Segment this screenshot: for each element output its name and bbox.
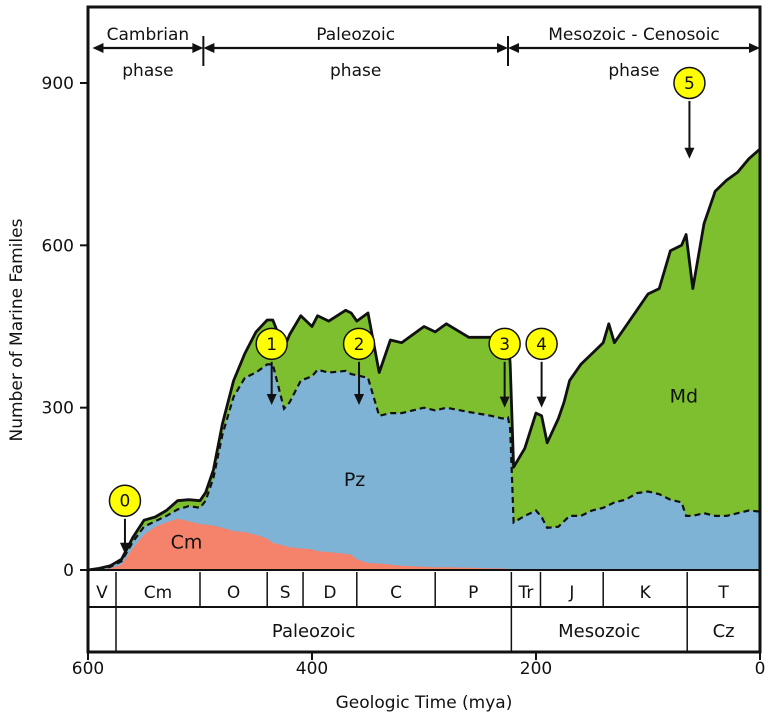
extinction-marker-0: 0: [108, 484, 142, 554]
period-label: S: [280, 583, 291, 603]
x-tick-label: 400: [296, 659, 328, 679]
phase-name: Cambrian: [107, 25, 190, 45]
period-rows: V Cm O S D C P Tr J K T Paleozoic Mesozoic Cz: [88, 572, 760, 652]
marker-label: 5: [684, 74, 695, 94]
plot-frame: [86, 5, 762, 654]
marker-circle: [525, 327, 558, 361]
x-axis-title: Geologic Time (mya): [336, 693, 513, 713]
y-axis-title: Number of Marine Familes: [7, 218, 27, 441]
area-cm: [88, 518, 760, 570]
x-tick-label: 600: [72, 659, 104, 679]
x-tick-label: 200: [520, 659, 552, 679]
period-label: K: [640, 583, 652, 603]
marker-label: 2: [354, 335, 365, 355]
marker-circle: [108, 484, 142, 517]
phase-arrowhead-left: [508, 43, 519, 53]
phase-sub: phase: [608, 61, 659, 81]
marker-label: 4: [536, 335, 547, 355]
y-tick-label: 600: [42, 236, 74, 256]
era-label: Mesozoic: [558, 621, 640, 642]
marker-arrowhead: [536, 396, 547, 408]
phase-2: Paleozoic phase: [203, 25, 508, 81]
phase-arrowhead-right: [497, 43, 508, 53]
region-label-cm: Cm: [171, 531, 203, 553]
phase-1: Cambrian phase: [92, 25, 204, 81]
phase-3: Mesozoic - Cenosoic phase: [508, 25, 760, 81]
extinction-marker-2: 2: [342, 327, 376, 405]
phase-sub: phase: [330, 61, 381, 81]
marker-label: 0: [120, 492, 131, 512]
marker-label: 1: [266, 335, 277, 355]
era-label: Cz: [713, 621, 735, 642]
marker-circle: [342, 327, 376, 361]
period-label: O: [227, 583, 240, 603]
markers: 0 1 2 3 4 5: [108, 66, 706, 554]
marker-arrowhead: [499, 396, 510, 408]
area-pz: [88, 364, 760, 570]
period-label: J: [568, 583, 574, 603]
phase-arrowhead-right: [749, 43, 760, 53]
pz-boundary-line: [87, 363, 761, 572]
plot-areas: Cm Pz Md: [87, 147, 761, 572]
period-label: V: [96, 583, 108, 603]
marker-arrowhead: [266, 393, 277, 405]
phase-arrowhead-left: [92, 43, 104, 53]
region-label-pz: Pz: [344, 469, 365, 491]
axes: 0 300 600 900 600 400 200 0: [42, 74, 766, 679]
y-tick-label: 0: [63, 561, 74, 581]
extinction-marker-5: 5: [673, 66, 706, 159]
period-label: C: [390, 583, 402, 603]
phase-arrowhead-left: [203, 43, 215, 53]
y-tick-label: 300: [42, 399, 74, 419]
period-label: Tr: [517, 583, 533, 603]
marker-arrowhead: [684, 147, 695, 159]
period-label: D: [323, 583, 336, 603]
region-label-md: Md: [670, 385, 698, 407]
extinction-marker-1: 1: [255, 327, 288, 405]
x-tick-label: 0: [755, 659, 766, 679]
period-rows-bg: [88, 572, 760, 652]
period-label: P: [468, 583, 478, 603]
marker-label: 3: [499, 335, 510, 355]
extinction-marker-3: 3: [488, 327, 521, 408]
total-line: [87, 147, 761, 572]
phase-arrowhead-right: [192, 43, 204, 53]
phase-sub: phase: [122, 61, 173, 81]
extinction-marker-4: 4: [525, 327, 558, 408]
marker-circle: [488, 327, 521, 361]
period-label: Cm: [144, 583, 172, 603]
y-tick-label: 900: [42, 74, 74, 94]
period-label: T: [717, 583, 729, 603]
era-label: Paleozoic: [272, 621, 356, 642]
marker-arrowhead: [119, 542, 130, 554]
phase-name: Mesozoic - Cenosoic: [548, 25, 720, 45]
marker-circle: [673, 66, 706, 100]
marker-circle: [255, 327, 288, 361]
phase-name: Paleozoic: [316, 25, 395, 45]
marker-arrowhead: [354, 393, 365, 405]
